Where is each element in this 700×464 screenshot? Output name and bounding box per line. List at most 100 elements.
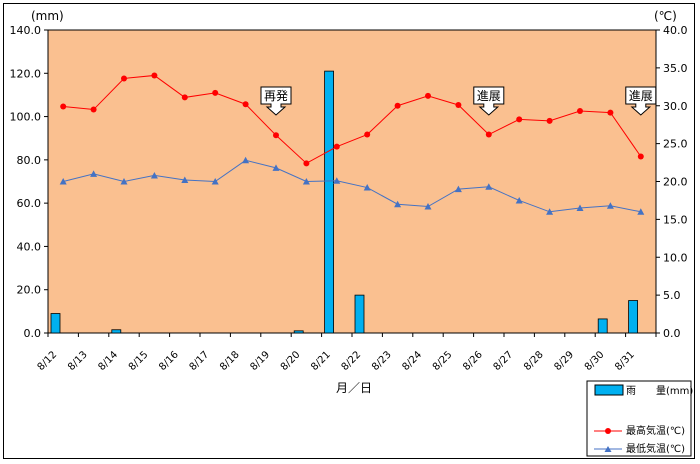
x-tick-label: 8/23 <box>370 349 394 373</box>
x-tick-label: 8/12 <box>36 349 60 373</box>
callout-shape <box>473 86 505 116</box>
x-tick-label: 8/21 <box>309 349 333 373</box>
legend-max-label: 最高気温(℃) <box>626 424 685 437</box>
x-tick-label: 8/30 <box>583 349 607 373</box>
max-temp-point <box>273 132 279 139</box>
min-temp-point <box>637 208 645 215</box>
min-temp-point <box>424 202 432 210</box>
callout-shape <box>260 86 292 116</box>
min-temp-point <box>59 178 67 185</box>
temperature-lines <box>59 72 645 215</box>
max-temp-point <box>242 101 249 108</box>
rainfall-bars <box>50 70 638 334</box>
max-temp-point <box>60 103 67 110</box>
min-temp-point <box>272 164 280 171</box>
x-tick-label: 8/28 <box>522 349 546 373</box>
max-temp-point <box>516 116 523 123</box>
left-tick-label: 140.0 <box>10 24 42 37</box>
min-temp-point <box>211 178 219 185</box>
min-temp-point <box>485 183 493 190</box>
right-tick-label: 15.0 <box>663 213 688 226</box>
max-temp-point <box>394 102 401 109</box>
rain-bar <box>324 70 335 334</box>
annotation-callout: 進展 <box>473 86 505 116</box>
x-tick-label: 8/20 <box>279 349 303 373</box>
min-temp-point <box>454 185 462 193</box>
x-tick-label: 8/19 <box>248 349 272 373</box>
max-temp-point <box>485 131 492 138</box>
x-tick-label: 8/26 <box>461 349 485 373</box>
x-tick-label: 8/17 <box>188 349 212 373</box>
max-temp-point <box>151 72 158 79</box>
min-temp-point <box>181 176 189 183</box>
max-temp-point <box>637 153 644 160</box>
max-temp-point <box>577 108 583 115</box>
rain-bar <box>111 329 122 334</box>
min-temp-point <box>120 178 128 185</box>
min-temp-point <box>363 184 371 191</box>
left-tick-label: 100.0 <box>10 111 42 124</box>
left-tick-label: 60.0 <box>17 197 42 210</box>
max-temp-point <box>212 89 219 96</box>
legend-rain-swatch <box>594 384 624 396</box>
x-tick-label: 8/31 <box>613 349 637 373</box>
right-tick-label: 5.0 <box>663 289 681 302</box>
x-tick-label: 8/24 <box>400 349 424 373</box>
min-temp-point <box>394 200 402 208</box>
rain-bar <box>354 294 365 334</box>
max-temp-point <box>303 160 310 167</box>
min-temp-point <box>302 178 310 185</box>
left-tick-label: 80.0 <box>17 154 42 167</box>
legend: 雨 量(mm) 最高気温(℃) 最低気温(℃) <box>586 380 693 457</box>
max-temp-line <box>63 74 642 164</box>
max-temp-point <box>455 101 462 108</box>
min-temp-point <box>150 171 158 179</box>
legend-rain-label: 雨 量(mm) <box>626 385 693 397</box>
right-tick-label: 35.0 <box>663 62 688 75</box>
max-temp-point <box>546 117 553 124</box>
max-temp-point <box>425 92 431 99</box>
right-tick-label: 40.0 <box>663 24 688 37</box>
callout-label: 進展 <box>477 89 501 103</box>
max-temp-point <box>121 75 127 82</box>
left-axis-unit: (mm) <box>31 9 64 23</box>
annotations: 再発 進展 進展 <box>260 86 657 116</box>
callout-shape <box>625 86 657 116</box>
x-tick-label: 8/16 <box>157 349 181 373</box>
legend-max-marker <box>605 428 611 434</box>
rain-bar <box>597 318 608 334</box>
min-temp-point <box>576 204 584 212</box>
rain-bar <box>293 330 304 334</box>
right-tick-label: 0.0 <box>663 327 681 340</box>
min-temp-point <box>546 208 554 215</box>
x-axis-label: 月／日 <box>336 381 372 395</box>
right-tick-label: 25.0 <box>663 138 688 151</box>
max-temp-point <box>90 106 97 113</box>
max-temp-point <box>333 143 340 150</box>
min-temp-point <box>333 177 341 184</box>
right-axis-unit: (℃) <box>654 9 677 23</box>
x-tick-label: 8/22 <box>340 349 364 373</box>
right-tick-label: 10.0 <box>663 251 688 264</box>
annotation-callout: 進展 <box>625 86 657 116</box>
min-temp-point <box>606 202 614 209</box>
max-temp-point <box>181 94 188 101</box>
x-tick-label: 8/27 <box>492 349 516 373</box>
left-tick-label: 40.0 <box>17 240 42 253</box>
x-tick-label: 8/18 <box>218 349 242 373</box>
left-tick-label: 120.0 <box>10 67 42 80</box>
right-tick-label: 30.0 <box>663 100 688 113</box>
x-tick-label: 8/14 <box>96 349 120 373</box>
plot-area <box>47 29 657 334</box>
min-temp-point <box>242 156 250 164</box>
x-tick-label: 8/25 <box>431 349 455 373</box>
callout-label: 進展 <box>629 89 653 103</box>
rain-bar <box>628 300 638 334</box>
rain-bar <box>50 313 61 334</box>
annotation-callout: 再発 <box>260 86 292 116</box>
callout-label: 再発 <box>264 89 288 103</box>
min-temp-point <box>90 170 98 177</box>
left-tick-label: 0.0 <box>24 327 42 340</box>
max-temp-point <box>364 131 371 138</box>
min-temp-point <box>515 196 523 204</box>
